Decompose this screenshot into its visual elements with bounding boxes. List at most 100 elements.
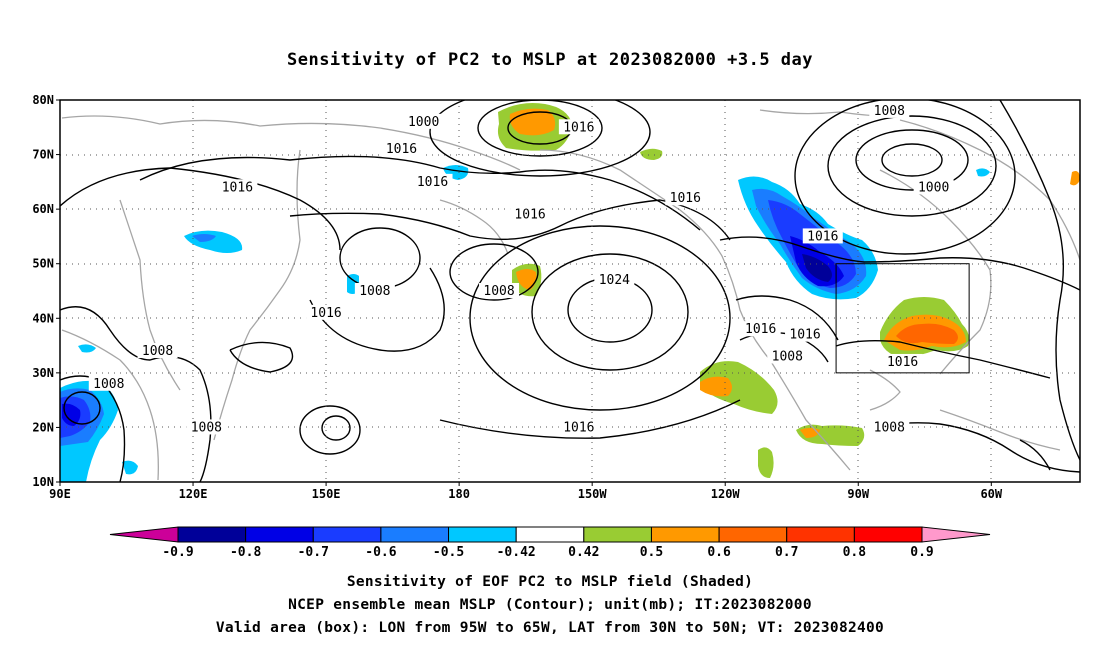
contour-label: 1016: [807, 229, 838, 244]
valid-area-box: [835, 263, 970, 374]
contour-label-bg: [665, 190, 706, 206]
coastlines: [61, 109, 1080, 481]
shade-asia-blue3: [62, 403, 81, 426]
colorbar-swatch: [312, 526, 382, 543]
contour-label: 1008: [93, 377, 124, 392]
contour-label: 1000: [408, 115, 439, 130]
shade-mexico-green: [700, 361, 778, 414]
shade-small-green: [640, 148, 663, 160]
lat-label: 50N: [32, 257, 54, 271]
lat-label: 80N: [32, 93, 54, 107]
shade-na-blue4: [802, 254, 832, 282]
lat-label: 60N: [32, 202, 54, 216]
shade-dateline-orange: [516, 269, 537, 290]
contour-label-bg: [217, 179, 258, 195]
contour-label-bg: [306, 304, 347, 320]
colorbar-high-triangle: [921, 526, 991, 543]
shade-japan-cyan: [184, 230, 243, 253]
shade-asia-small-cyan: [122, 460, 138, 475]
contour-label: 1008: [191, 420, 222, 435]
shade-tiny-orange: [1070, 171, 1080, 186]
contour-label: 1016: [563, 120, 594, 135]
colorbar-label: 0.9: [910, 545, 933, 560]
colorbar-swatch: [583, 526, 652, 543]
lon-label: 120W: [711, 487, 741, 501]
map-frame: [59, 99, 1081, 483]
colorbar-label: -0.6: [365, 545, 396, 560]
contour-label-bg: [869, 102, 910, 118]
colorbar: -0.9 -0.8 -0.7 -0.6 -0.5 -0.42 0.42 0.5 0.6 0.7 0.…: [109, 526, 991, 560]
contour-label: 1024: [599, 273, 630, 288]
contour-label-bg: [802, 228, 843, 244]
contour-label-bg: [354, 283, 395, 298]
colorbar-swatch: [650, 526, 720, 543]
shade-tiny-cyan: [976, 168, 990, 177]
lon-label: 120E: [179, 487, 208, 501]
contour-label: 1016: [563, 420, 594, 435]
colorbar-swatch: [853, 526, 923, 543]
contour-label-bg: [785, 326, 826, 342]
contour-label-bg: [558, 119, 599, 135]
colorbar-label: -0.9: [162, 545, 193, 560]
contour-label: 1008: [483, 284, 514, 299]
contour-label-bg: [594, 272, 635, 288]
caption-contour: NCEP ensemble mean MSLP (Contour); unit(…: [288, 597, 812, 613]
shade-asia-small-cyan2: [78, 344, 96, 353]
shade-mexico-orange: [700, 376, 732, 397]
colorbar-low-triangle: [109, 526, 179, 543]
contour-label: 1016: [310, 306, 341, 321]
contour-label-bg: [882, 353, 923, 369]
contour-label-bg: [869, 419, 910, 435]
lat-label: 10N: [32, 475, 54, 489]
contour-label-bg: [479, 283, 520, 298]
shade-japan-blue: [192, 234, 216, 242]
lon-label: 60W: [980, 487, 1002, 501]
contour-label-bg: [186, 419, 227, 435]
lon-label: 90E: [49, 487, 71, 501]
contour-label: 1016: [417, 175, 448, 190]
colorbar-label: -0.5: [433, 545, 464, 560]
contour-label: 1008: [772, 349, 803, 364]
colorbar-label: -0.8: [230, 545, 261, 560]
colorbar-swatch: [718, 526, 788, 543]
lat-label: 20N: [32, 420, 54, 434]
colorbar-label: 0.5: [640, 545, 663, 560]
colorbar-label: 0.42: [568, 545, 599, 560]
colorbar-swatch: [448, 526, 517, 543]
lat-label: 70N: [32, 148, 54, 162]
colorbar-label: -0.7: [298, 545, 329, 560]
contour-label: 1008: [359, 284, 390, 299]
colorbar-swatch: [786, 526, 855, 543]
longitude-axis: 90E 120E 150E 180 150W 120W 90W 60W: [49, 482, 1003, 501]
contour-label: 1008: [874, 420, 905, 435]
colorbar-swatch: [515, 526, 585, 543]
lon-label: 180: [448, 487, 470, 501]
shade-central-am-green: [758, 447, 774, 478]
contour-label-bg: [381, 141, 422, 157]
contour-label: 1008: [874, 104, 905, 119]
colorbar-label: -0.42: [497, 545, 536, 560]
contour-label-bg: [403, 113, 444, 129]
colorbar-swatch: [177, 526, 247, 543]
colorbar-label: 0.6: [707, 545, 731, 560]
shade-us-darkorange: [896, 323, 958, 344]
colorbar-swatch: [245, 526, 314, 543]
colorbar-swatch: [380, 526, 450, 543]
contour-label: 1016: [887, 355, 918, 370]
contour-label: 1016: [745, 322, 776, 337]
contour-label-bg: [913, 179, 954, 195]
contour-label-bg: [558, 419, 599, 435]
lat-label: 30N: [32, 366, 54, 380]
contour-label-bg: [510, 206, 551, 222]
latitude-axis: 80N 70N 60N 50N 40N 30N 20N 10N: [32, 93, 60, 489]
contour-label-bg: [137, 343, 178, 359]
contour-label: 1016: [670, 191, 701, 206]
contour-label-bg: [740, 321, 781, 337]
caption-valid-area: Valid area (box): LON from 95W to 65W, L…: [215, 620, 885, 636]
contour-label-bg: [767, 348, 808, 364]
contour-label: 1016: [514, 208, 545, 223]
pressure-contours: [60, 100, 1080, 482]
lat-label: 40N: [32, 311, 54, 325]
contour-label: 1016: [789, 328, 820, 343]
